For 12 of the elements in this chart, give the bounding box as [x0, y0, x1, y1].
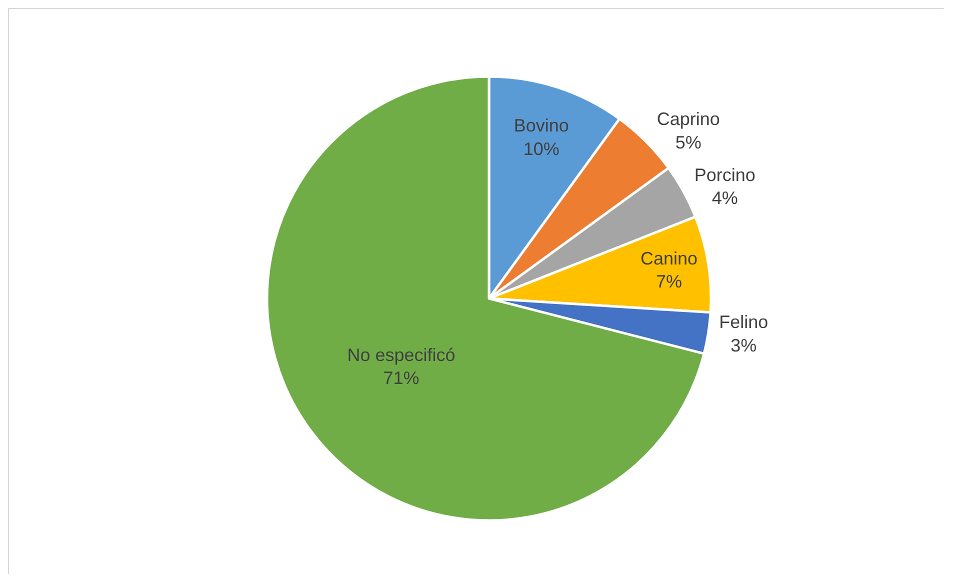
data-label: 10% [523, 138, 560, 159]
data-label: 4% [712, 188, 738, 208]
slice-label: Caprino [656, 108, 720, 129]
slice-label: Porcino [694, 164, 756, 185]
data-label: 71% [383, 368, 420, 388]
slice-label: Canino [640, 248, 698, 268]
slice-label: Bovino [514, 116, 569, 136]
data-label: 7% [656, 272, 682, 292]
data-label: 5% [675, 132, 702, 152]
data-label: 3% [730, 335, 757, 356]
slice-label: No especificó [347, 344, 456, 365]
slice-label: Felino [719, 312, 768, 332]
